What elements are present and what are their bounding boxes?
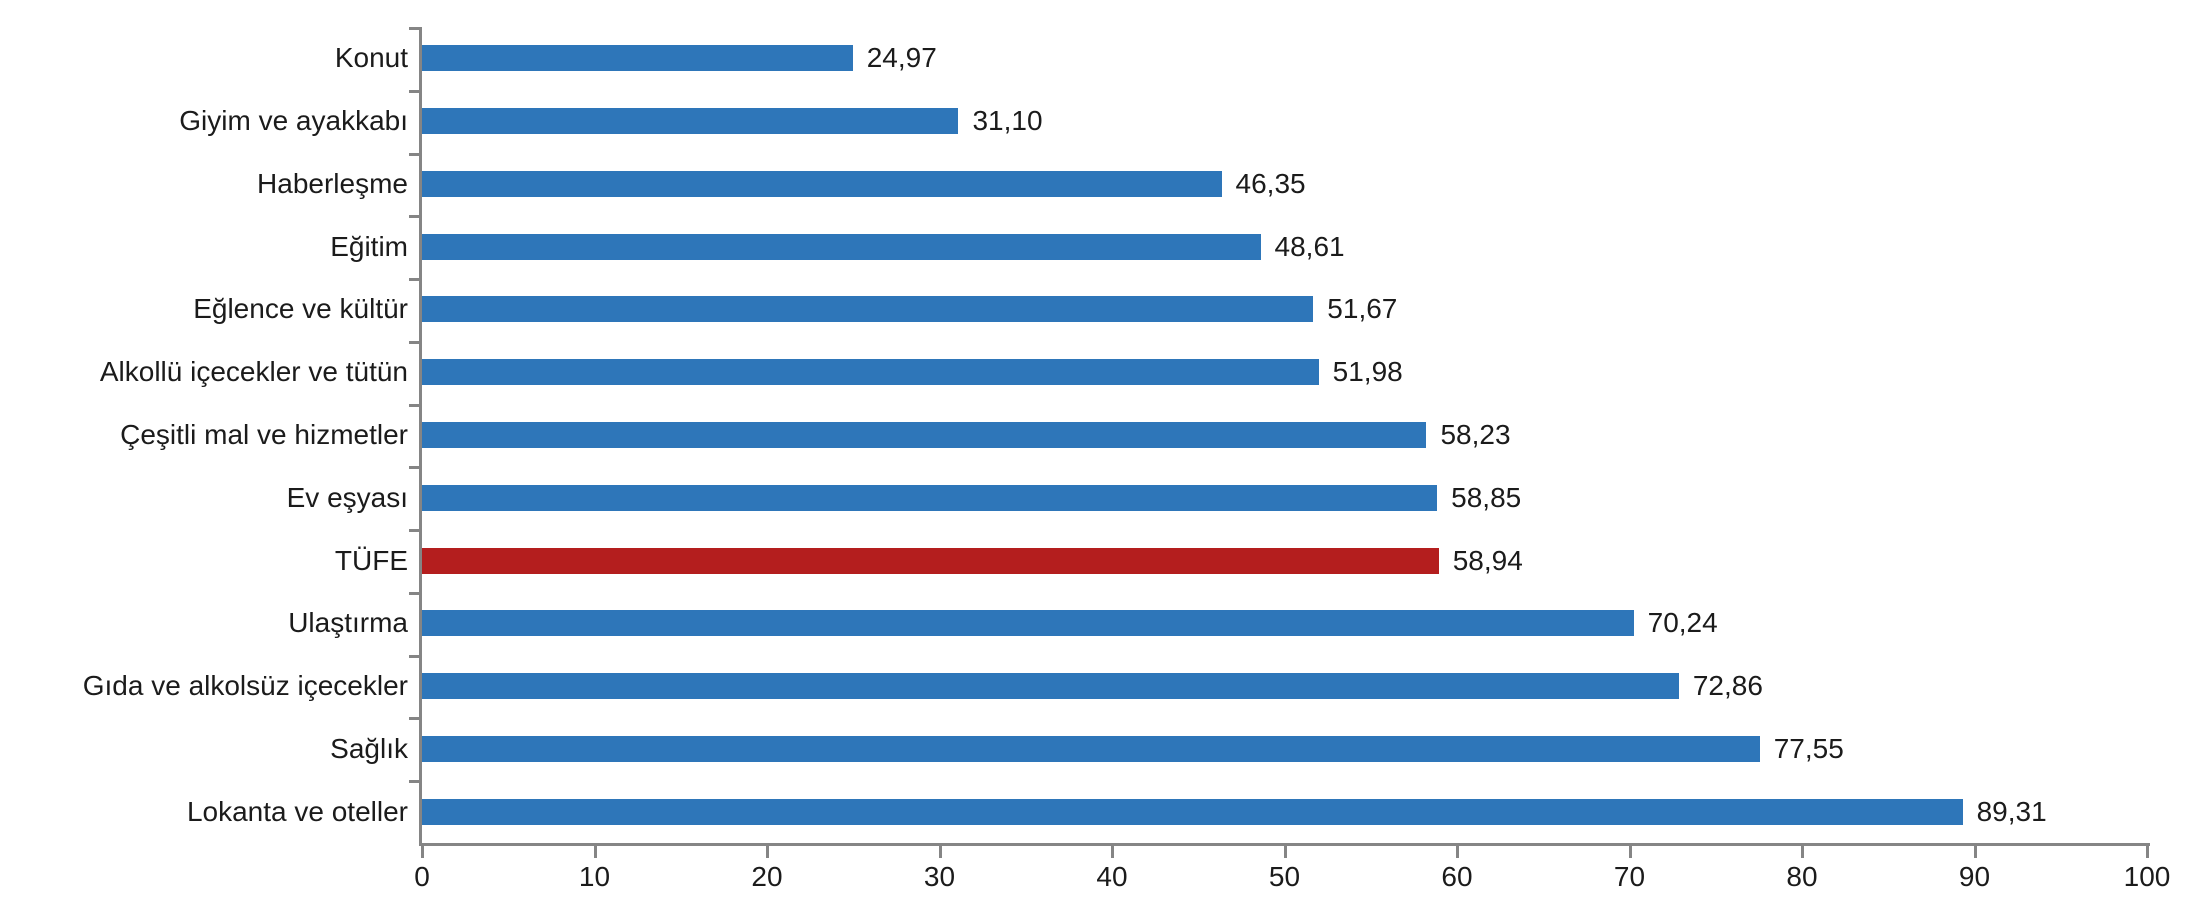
x-axis-tick-label: 30: [923, 861, 956, 892]
x-axis-tick-label: 40: [1096, 861, 1128, 892]
y-axis-tick: [409, 654, 419, 658]
value-label: 46,35: [1235, 167, 1306, 199]
category-label: Giyim ve ayakkabı: [179, 105, 408, 137]
value-label: 89,31: [1976, 795, 2047, 827]
bar: [422, 359, 1319, 386]
bar: [422, 170, 1222, 197]
category-label: Ev eşyası: [286, 481, 408, 513]
y-axis-tick: [409, 529, 419, 533]
value-label: 77,55: [1773, 732, 1844, 764]
y-axis-tick: [409, 403, 419, 407]
x-axis-tick-label: 0: [414, 861, 430, 892]
value-label: 24,97: [866, 42, 937, 74]
bar: [422, 673, 1679, 700]
bar: [422, 422, 1427, 448]
category-label: Çeşitli mal ve hizmetler: [120, 419, 408, 450]
y-axis-tick: [409, 780, 419, 784]
value-label: 51,67: [1327, 293, 1398, 325]
value-label: 72,86: [1692, 670, 1763, 702]
x-axis-tick-label: 60: [1441, 861, 1473, 892]
y-axis-tick: [409, 717, 419, 721]
bar: [422, 233, 1261, 260]
x-axis-tick-label: 80: [1786, 861, 1818, 892]
category-label: Alkollü içecekler ve tütün: [99, 356, 408, 388]
value-label: 58,85: [1451, 481, 1522, 513]
value-label: 48,61: [1274, 230, 1345, 262]
x-axis-tick: [2146, 846, 2149, 858]
category-label: Eğitim: [330, 230, 408, 262]
category-label: Ulaştırma: [288, 607, 408, 639]
category-label: Eğlence ve kültür: [193, 293, 408, 325]
x-axis-tick: [938, 846, 942, 858]
bar-highlight: [422, 547, 1439, 574]
x-axis-tick: [1973, 846, 1977, 858]
bar: [422, 45, 853, 72]
y-axis-tick: [409, 152, 419, 156]
x-axis-tick: [421, 846, 424, 858]
y-axis-tick: [409, 89, 419, 93]
bar: [422, 484, 1438, 511]
x-axis-tick-label: 20: [751, 861, 783, 892]
x-axis-tick-label: 100: [2123, 861, 2171, 892]
bar: [422, 108, 959, 135]
category-label: TÜFE: [334, 544, 408, 576]
category-label: Konut: [334, 42, 408, 74]
bar: [422, 735, 1760, 762]
bar: [422, 610, 1634, 637]
value-label: 58,23: [1440, 419, 1511, 450]
y-axis-tick: [409, 466, 419, 470]
y-axis-line: [419, 27, 422, 846]
category-label: Gıda ve alkolsüz içecekler: [82, 670, 408, 702]
category-label: Lokanta ve oteller: [186, 795, 408, 827]
x-axis-tick: [1628, 846, 1632, 858]
y-axis-tick: [409, 340, 419, 344]
value-label: 58,94: [1452, 544, 1523, 576]
value-label: 51,98: [1332, 356, 1403, 388]
x-axis-tick: [1456, 846, 1459, 858]
x-axis-tick-label: 70: [1613, 861, 1646, 892]
x-axis-tick-label: 10: [578, 861, 611, 892]
x-axis-tick-label: 50: [1268, 861, 1301, 892]
category-label: Haberleşme: [257, 167, 408, 199]
category-label: Sağlık: [330, 732, 408, 764]
x-axis-tick: [1283, 846, 1287, 858]
bar: [422, 296, 1314, 323]
y-axis-tick: [409, 591, 419, 595]
y-axis-tick: [409, 278, 419, 282]
x-axis-tick: [593, 846, 597, 858]
x-axis-tick: [1111, 846, 1114, 858]
x-axis-line: [419, 843, 2150, 846]
x-axis-tick: [1801, 846, 1804, 858]
value-label: 70,24: [1647, 607, 1718, 639]
value-label: 31,10: [972, 105, 1043, 137]
y-axis-tick: [409, 215, 419, 219]
x-axis-tick: [766, 846, 769, 858]
x-axis-tick-label: 90: [1958, 861, 1991, 892]
y-axis-tick: [409, 27, 419, 30]
bar: [422, 798, 1963, 825]
